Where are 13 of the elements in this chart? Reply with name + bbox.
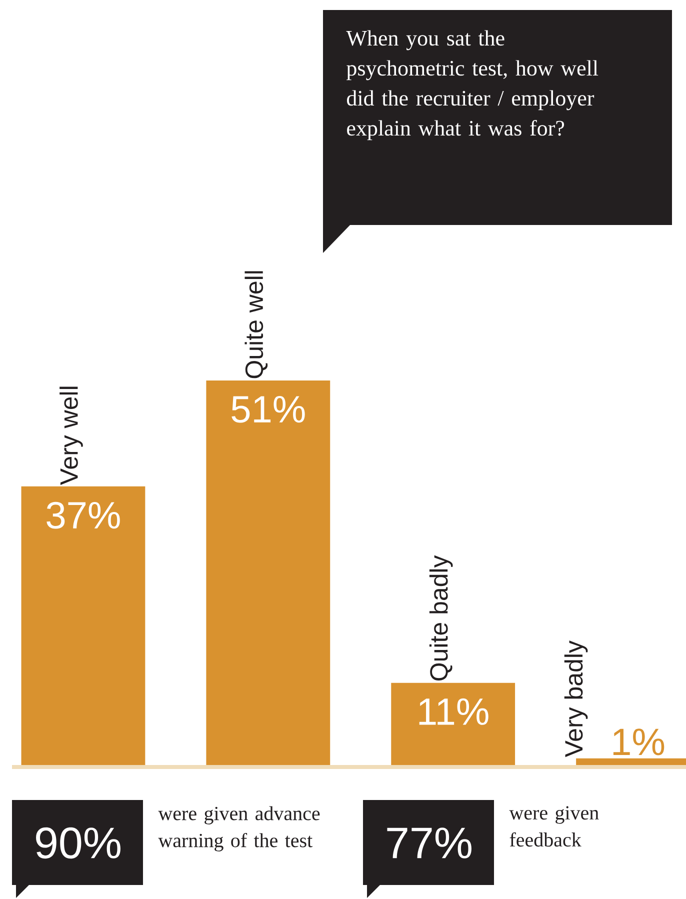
data-label: 1% <box>613 728 664 756</box>
x-tick-label: Very badly <box>564 640 588 758</box>
x-tick-label: Quite badly <box>429 555 453 680</box>
text: were given advance warning of the test <box>158 806 320 852</box>
data-label: 51% <box>232 396 305 423</box>
data-label: 11% <box>419 698 488 725</box>
x-tick-label: Quite well <box>244 271 268 378</box>
chart-title: When you sat the psychometric test, how well did the recruiter / employer explain what it was for? <box>346 30 598 140</box>
data-label: 37% <box>46 502 120 529</box>
x-tick-label: Very well <box>60 386 83 486</box>
text: were given feedback <box>509 806 599 847</box>
text: 77% <box>387 828 472 858</box>
text: 90% <box>36 827 120 859</box>
